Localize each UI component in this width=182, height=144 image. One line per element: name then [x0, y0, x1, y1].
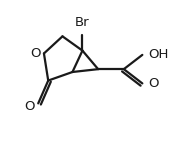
Text: O: O [30, 47, 41, 60]
Text: OH: OH [148, 48, 168, 61]
Text: O: O [24, 100, 35, 113]
Text: O: O [148, 77, 159, 90]
Text: Br: Br [75, 16, 90, 29]
